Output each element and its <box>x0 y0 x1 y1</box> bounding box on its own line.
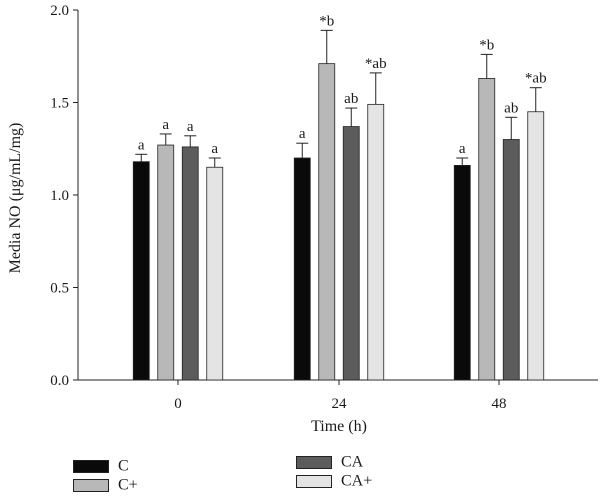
y-tick-label: 1.5 <box>50 96 69 112</box>
bar <box>318 63 336 381</box>
y-axis: 0.0 0.5 1.0 1.5 2.0 <box>50 3 79 389</box>
bar-label: a <box>211 141 218 157</box>
bar <box>502 139 520 381</box>
legend-swatch-c-plus <box>73 478 109 492</box>
bar <box>181 146 199 381</box>
bar-labels-layer: a a a a a *b ab *ab a *b ab *ab <box>138 13 547 157</box>
y-tick-label: 2.0 <box>50 3 69 19</box>
bar <box>157 144 175 381</box>
legend-label-c-plus: C+ <box>118 476 138 494</box>
bar-label: a <box>162 117 169 133</box>
bar-label: *ab <box>525 71 547 87</box>
y-axis-label: Media NO (μg/mL/mg) <box>7 123 24 274</box>
bar <box>293 157 311 381</box>
legend-swatch-ca-plus <box>296 474 332 488</box>
bar-label: a <box>187 119 194 135</box>
x-axis-label: Time (h) <box>311 418 367 435</box>
legend-label-ca-plus: CA+ <box>341 472 373 490</box>
bar <box>206 166 224 381</box>
bar-label: a <box>138 137 145 153</box>
bar-label: *ab <box>365 56 387 72</box>
bar <box>453 164 471 381</box>
bar <box>132 161 150 381</box>
bar-label: *b <box>319 13 334 29</box>
bar-label: a <box>299 126 306 142</box>
bar <box>478 78 496 381</box>
bar <box>527 111 545 381</box>
x-tick-label: 0 <box>174 396 182 412</box>
legend-swatch-c <box>73 459 109 473</box>
bar-label: *b <box>479 37 494 53</box>
legend-item-c: C <box>73 458 129 474</box>
legend-item-ca: CA <box>296 454 363 470</box>
bar <box>367 103 385 381</box>
y-tick-label: 0.5 <box>50 281 69 297</box>
bars-layer <box>132 63 545 381</box>
legend-swatch-ca <box>296 455 332 469</box>
legend-label-ca: CA <box>341 453 364 471</box>
y-tick-label: 0.0 <box>50 373 69 389</box>
bar-label: ab <box>504 100 518 116</box>
bar-label: a <box>459 141 466 157</box>
x-tick-label: 24 <box>332 396 348 412</box>
error-bars-layer <box>135 29 542 168</box>
y-tick-label: 1.0 <box>50 188 69 204</box>
x-tick-label: 48 <box>492 396 507 412</box>
legend-item-c-plus: C+ <box>73 477 138 493</box>
bar-label: ab <box>344 91 358 107</box>
legend-label-c: C <box>118 457 129 475</box>
bar <box>342 126 360 381</box>
legend-item-ca-plus: CA+ <box>296 473 372 489</box>
x-axis: 0 24 48 <box>78 379 598 412</box>
